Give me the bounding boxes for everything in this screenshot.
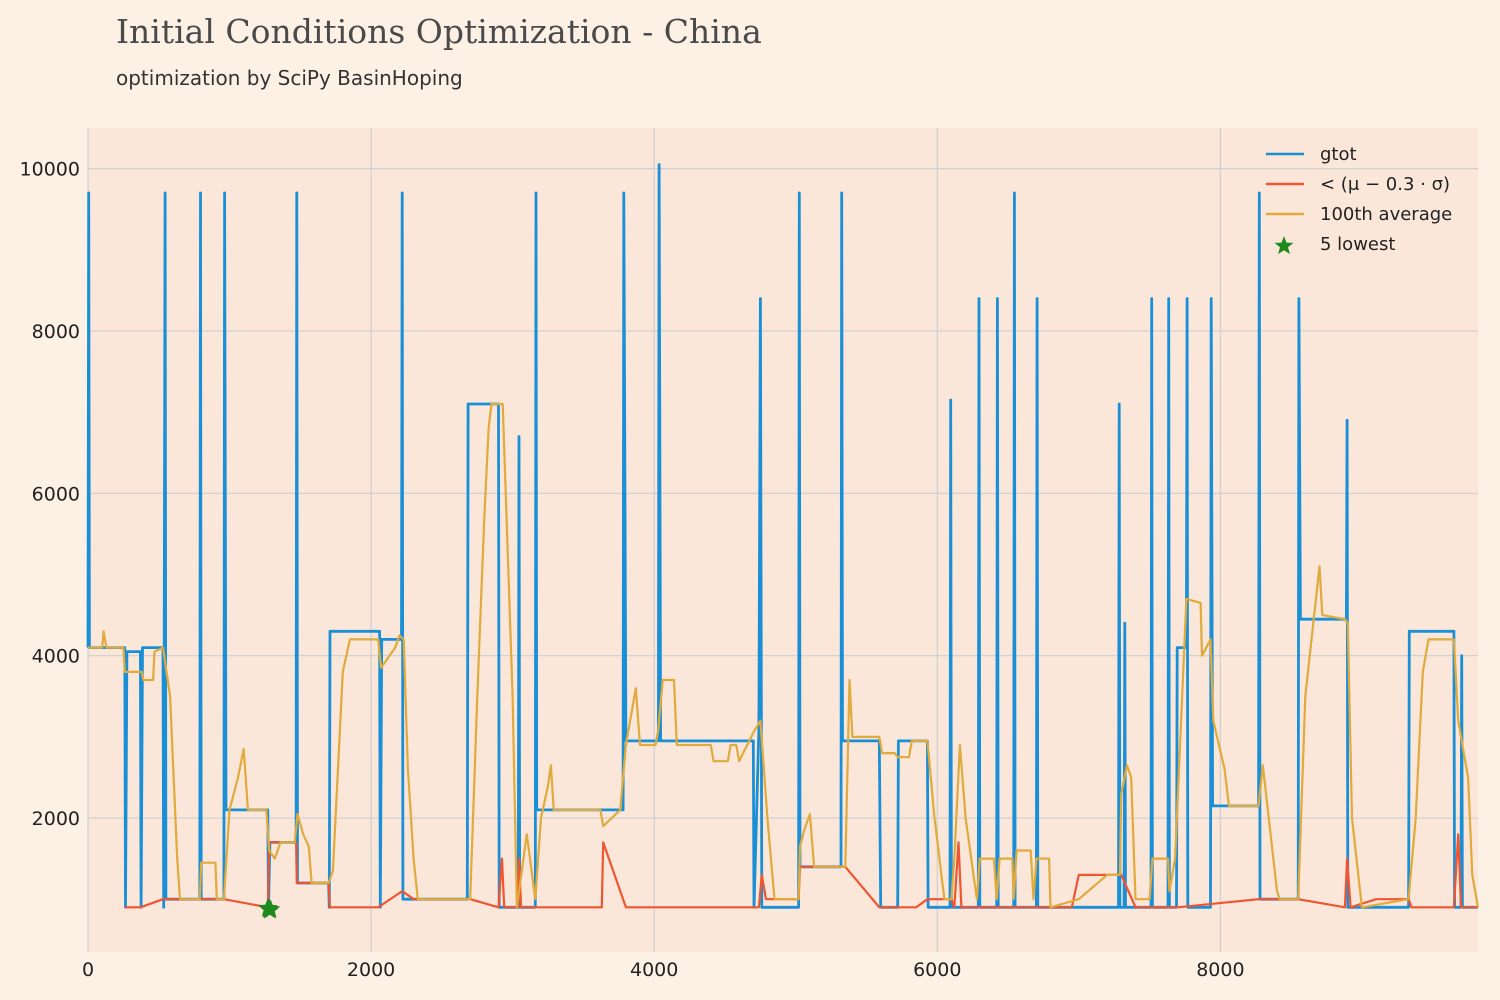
legend-label: < (μ − 0.3 · σ): [1320, 174, 1450, 195]
plot-background: [88, 128, 1478, 952]
x-tick-label: 6000: [913, 959, 961, 981]
lowest-point-star: [258, 898, 278, 917]
chart-subtitle: optimization by SciPy BasinHoping: [116, 66, 463, 90]
x-tick-label: 4000: [630, 959, 678, 981]
legend-label: 100th average: [1320, 204, 1452, 225]
legend-swatch-star: [1274, 236, 1294, 255]
moving-average-line: [88, 402, 1480, 909]
x-tick-label: 8000: [1196, 959, 1244, 981]
x-tick-label: 2000: [347, 959, 395, 981]
x-tick-label: 0: [82, 959, 94, 981]
y-tick-label: 6000: [32, 483, 80, 505]
legend-label: gtot: [1320, 144, 1357, 165]
y-tick-label: 10000: [20, 159, 80, 181]
y-tick-label: 8000: [32, 321, 80, 343]
y-tick-label: 2000: [32, 808, 80, 830]
chart-title: Initial Conditions Optimization - China: [116, 12, 762, 51]
y-tick-label: 4000: [32, 646, 80, 668]
legend-label: 5 lowest: [1320, 234, 1395, 255]
